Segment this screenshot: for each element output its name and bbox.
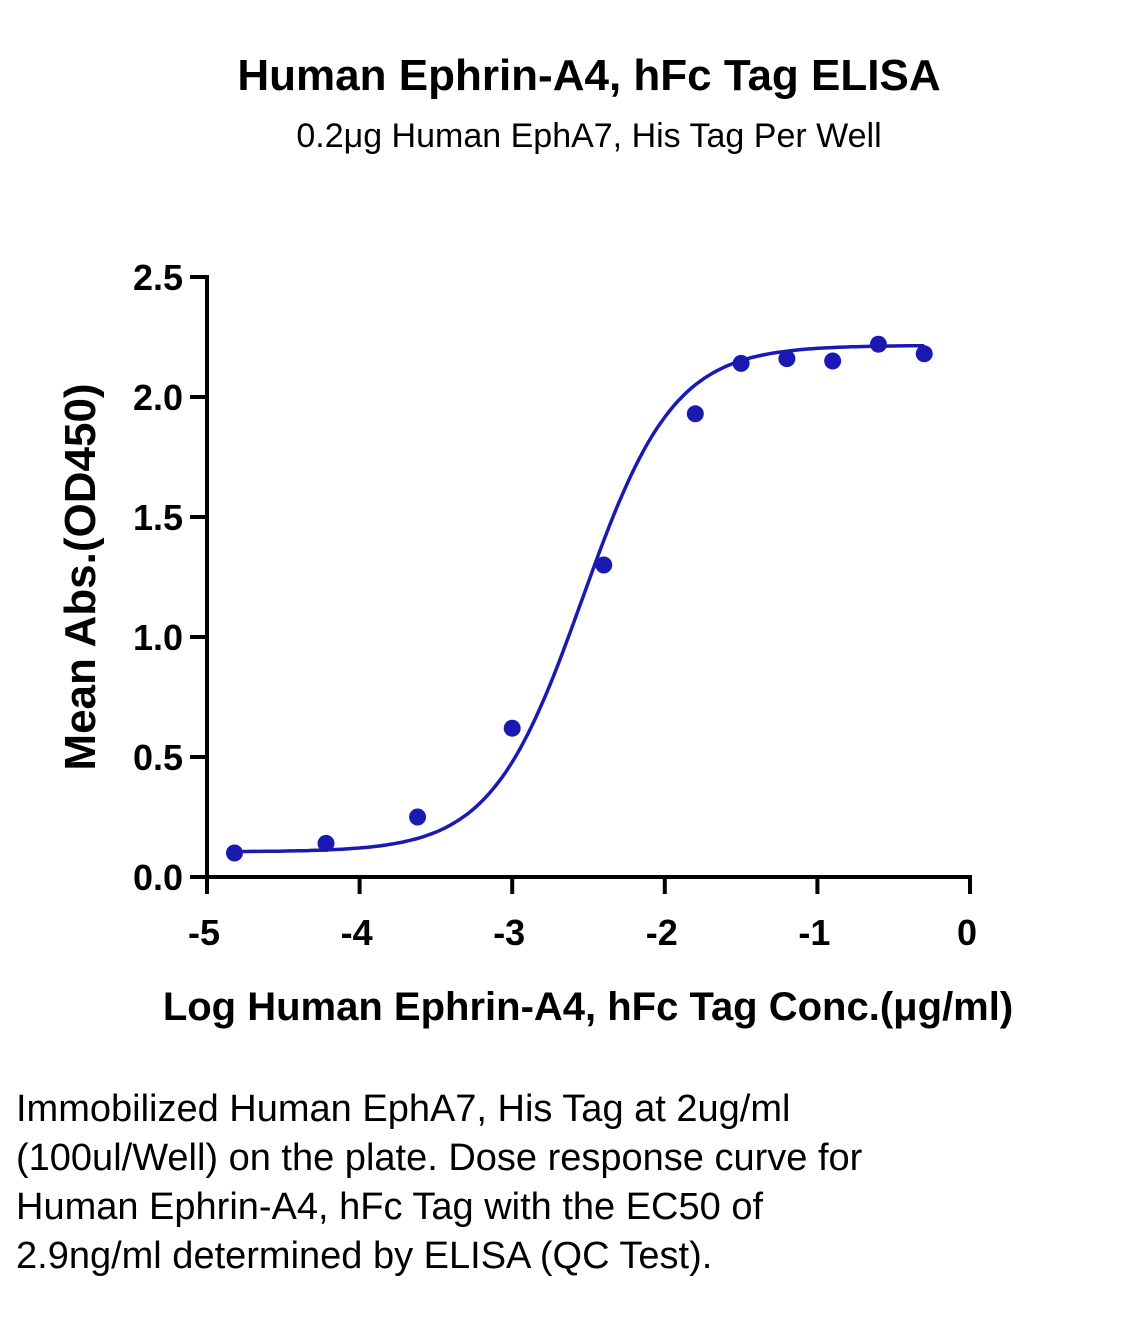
data-point: [225, 844, 243, 862]
y-tick-label: 1.0: [133, 617, 183, 658]
y-tick-label: 1.5: [133, 497, 183, 538]
x-tick-label: -5: [188, 912, 220, 953]
data-point: [869, 335, 887, 353]
data-point: [317, 834, 335, 852]
x-tick-label: 0: [957, 912, 977, 953]
figure-caption: Immobilized Human EphA7, His Tag at 2ug/…: [16, 1088, 863, 1277]
y-tick-label: 2.5: [133, 257, 183, 298]
x-tick-label: -4: [341, 912, 373, 953]
data-point: [824, 352, 842, 370]
y-tick-label: 2.0: [133, 377, 183, 418]
chart-subtitle: 0.2μg Human EphA7, His Tag Per Well: [296, 117, 882, 155]
chart-title: Human Ephrin-A4, hFc Tag ELISA: [237, 51, 941, 100]
data-point: [686, 405, 704, 423]
data-point: [503, 719, 521, 737]
data-points-layer: [225, 335, 933, 862]
data-point: [915, 345, 933, 363]
x-tick-label: -2: [646, 912, 678, 953]
data-point: [778, 350, 796, 368]
chart-axes: 0.0 0.5 1.0 1.5 2.0 2.5 -5 -4 -3 -2 -1 0: [133, 257, 977, 953]
x-tick-label: -3: [493, 912, 525, 953]
fit-curve-layer: [234, 343, 925, 854]
elisa-chart: 0.0 0.5 1.0 1.5 2.0 2.5 -5 -4 -3 -2 -1 0 Mean Abs.(…: [56, 257, 1013, 1029]
data-point: [409, 808, 427, 826]
y-axis-label: Mean Abs.(OD450): [56, 383, 105, 770]
fit-curve: [234, 343, 925, 854]
x-tick-label: -1: [798, 912, 830, 953]
y-tick-label: 0.0: [133, 857, 183, 898]
x-axis-label: Log Human Ephrin-A4, hFc Tag Conc.(μg/ml…: [163, 985, 1013, 1029]
y-tick-label: 0.5: [133, 737, 183, 778]
data-point: [732, 354, 750, 372]
data-point: [595, 556, 613, 574]
